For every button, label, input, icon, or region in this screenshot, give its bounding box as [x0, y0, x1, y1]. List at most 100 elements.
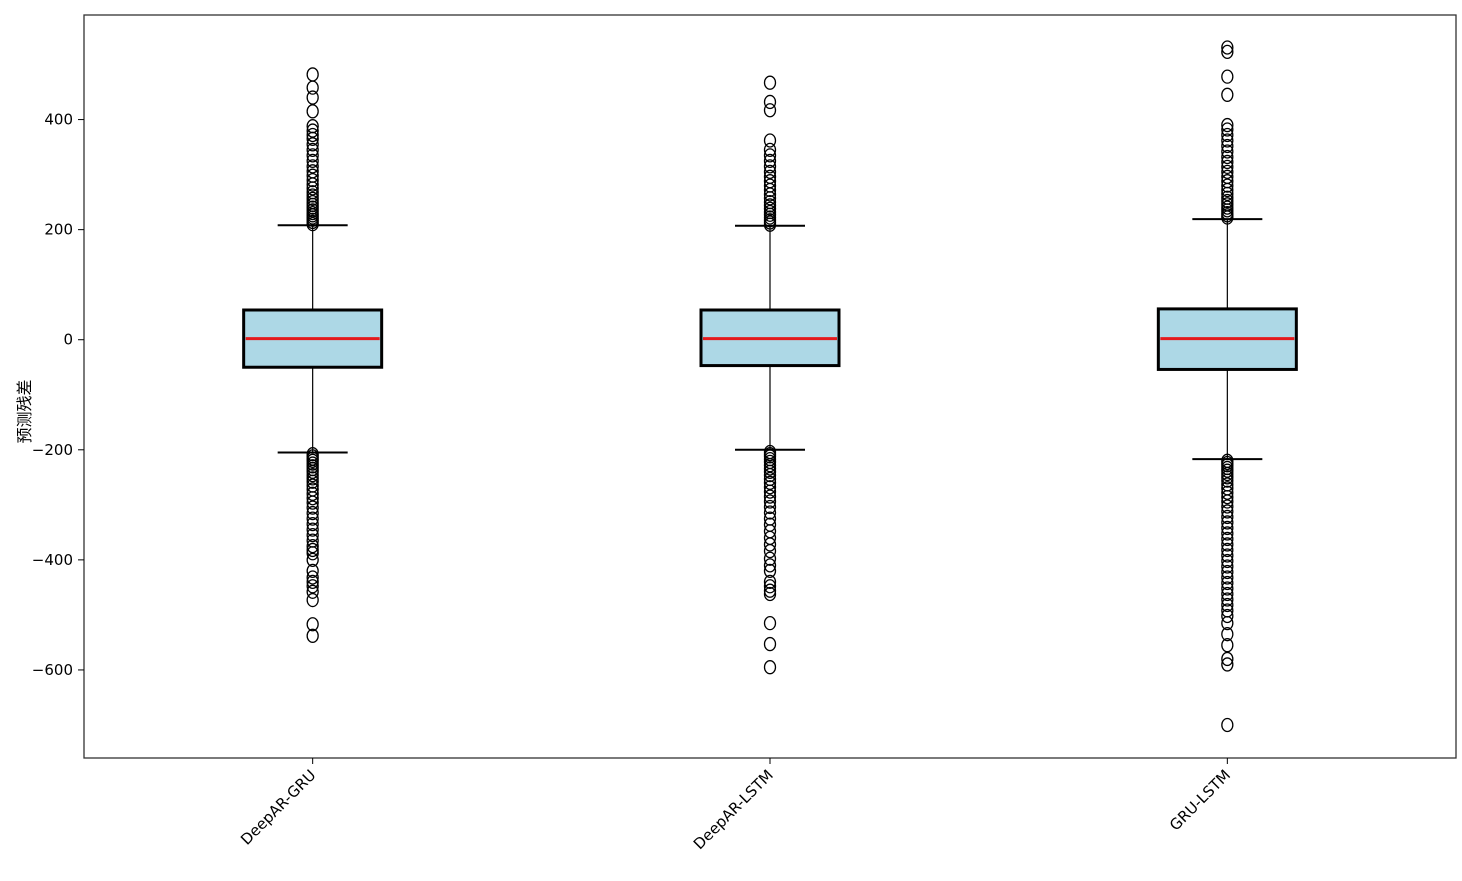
outlier-point [763, 475, 777, 490]
outlier-point [306, 185, 319, 200]
outlier-point [763, 636, 777, 652]
outlier-point [1221, 138, 1234, 154]
outlier-point [1221, 178, 1234, 193]
outlier-point [306, 505, 319, 521]
outlier-point [763, 480, 777, 495]
outlier-point [763, 489, 777, 504]
outlier-point [306, 159, 319, 174]
x-tick-label: DeepAR-GRU [237, 766, 319, 848]
outlier-point [1221, 197, 1234, 212]
outlier-point [306, 495, 319, 510]
outlier-point [1221, 608, 1234, 624]
outlier-point [1221, 489, 1234, 505]
outlier-point [763, 194, 777, 210]
outlier-point [306, 123, 319, 138]
outlier-point [306, 538, 319, 554]
outlier-point [763, 464, 777, 479]
outlier-point [1221, 200, 1234, 215]
outlier-point [763, 103, 777, 118]
outlier-point [1221, 159, 1234, 175]
outlier-point [763, 616, 777, 631]
outlier-point [763, 174, 777, 189]
y-tick-label: 400 [44, 111, 73, 129]
outlier-point [1221, 657, 1234, 672]
outlier-point [306, 579, 319, 594]
outlier-point [1221, 190, 1234, 205]
outlier-point [763, 558, 777, 573]
outlier-point [763, 201, 777, 216]
outlier-point [306, 486, 319, 501]
outlier-point [1221, 526, 1234, 541]
outlier-point [763, 461, 777, 476]
outlier-point [306, 80, 319, 95]
outlier-point [1221, 559, 1234, 574]
outlier-point [1221, 174, 1234, 189]
outlier-point [306, 546, 319, 561]
outlier-point [763, 198, 777, 213]
outlier-point [306, 153, 319, 168]
y-tick-label: −400 [32, 551, 73, 569]
outlier-point [306, 172, 319, 188]
outlier-point [306, 142, 319, 157]
outlier-point [763, 204, 777, 220]
outlier-point [306, 194, 319, 210]
outlier-point [1221, 627, 1234, 642]
outlier-point [763, 537, 777, 552]
outlier-point [763, 579, 777, 594]
outlier-point [306, 628, 319, 643]
outlier-point [306, 516, 319, 532]
outlier-point [763, 94, 777, 110]
outlier-point [763, 467, 777, 483]
outlier-point [763, 551, 777, 566]
outlier-point [1221, 575, 1234, 591]
outlier-point [1221, 169, 1234, 184]
outlier-point [763, 159, 777, 174]
outlier-point [1221, 499, 1234, 514]
outlier-point [306, 542, 319, 558]
outlier-point [1221, 127, 1234, 143]
outlier-point [1221, 144, 1234, 159]
outlier-point [763, 153, 777, 168]
outlier-point [1221, 564, 1234, 580]
outlier-point [1221, 494, 1234, 509]
outlier-point [763, 148, 777, 163]
outlier-point [1221, 570, 1234, 585]
outlier-point [306, 584, 319, 599]
outlier-point [763, 142, 777, 157]
outlier-point [1221, 463, 1234, 478]
x-tick-label: GRU-LSTM [1166, 766, 1234, 834]
outlier-point [306, 119, 319, 134]
outlier-point [306, 127, 319, 143]
y-axis-label: 预测残差 [15, 379, 34, 443]
y-tick-label: 200 [44, 221, 73, 239]
outlier-point [306, 574, 319, 590]
outlier-point [1221, 164, 1234, 180]
outlier-point [1221, 616, 1234, 631]
outlier-point [1221, 485, 1234, 500]
outlier-point [1221, 87, 1234, 102]
outlier-point [1221, 193, 1234, 209]
outlier-point [1221, 133, 1234, 148]
outlier-point [306, 522, 319, 537]
outlier-point [1221, 504, 1234, 519]
y-tick-label: −200 [32, 441, 73, 459]
outlier-point [763, 494, 777, 509]
outlier-point [306, 474, 319, 489]
outlier-point [1221, 509, 1234, 525]
outlier-point [306, 467, 319, 483]
outlier-point [1221, 542, 1234, 558]
outlier-point [306, 104, 319, 119]
outlier-point [1221, 470, 1234, 485]
outlier-point [1221, 69, 1234, 84]
outlier-point [306, 148, 319, 163]
outlier-point [306, 191, 319, 206]
outlier-point [306, 164, 319, 179]
outlier-point [1221, 117, 1234, 133]
outlier-point [1221, 122, 1234, 137]
outlier-point [1221, 548, 1234, 563]
outlier-point [306, 137, 319, 152]
outlier-point [763, 164, 777, 180]
outlier-point [763, 133, 777, 148]
outlier-point [1221, 473, 1234, 488]
